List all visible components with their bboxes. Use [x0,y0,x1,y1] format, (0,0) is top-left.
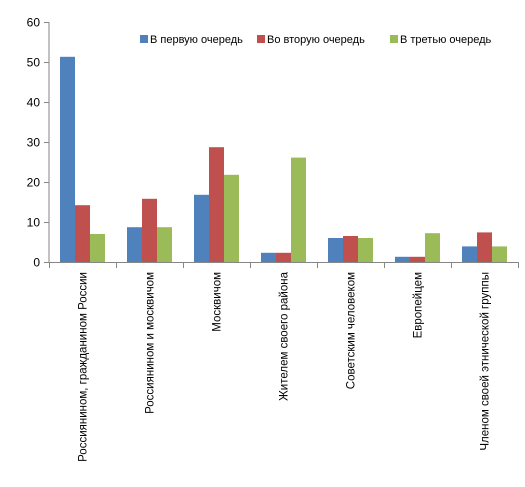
bar [358,238,373,262]
x-category-label: Россиянином, гражданином России [78,272,90,462]
x-category-label: Россиянином и москвичом [145,272,157,414]
bar [276,252,291,262]
bar [291,157,306,262]
bar [410,256,425,262]
bar [127,227,142,262]
bar [142,198,157,262]
bar [90,234,105,262]
y-tick-label: 20 [27,176,41,190]
x-category-label: Членом своей этнической группы [480,272,492,451]
legend-label: В третью очередь [400,34,492,46]
x-category-label: Жителем своего района [279,271,291,400]
y-tick-label: 30 [27,136,41,150]
y-tick-label: 60 [27,16,41,30]
x-category-label: Европейцем [413,272,425,338]
legend-label: В первую очередь [150,34,243,46]
bar [492,246,507,262]
bar [343,236,358,262]
x-axis: Россиянином, гражданином России Россиянин… [49,262,519,462]
y-axis: 0 10 20 30 40 50 60 [27,16,50,270]
legend-swatch [390,35,398,43]
bar [209,147,224,262]
bar [261,252,276,262]
bar [60,56,75,262]
bar [395,256,410,262]
y-tick-label: 50 [27,56,41,70]
y-tick-label: 0 [33,256,40,270]
bar [194,194,209,262]
legend: В первую очередь Во вторую очередь В треть… [140,34,492,46]
legend-swatch [257,35,265,43]
bar [425,233,440,262]
bar [75,205,90,262]
bar [477,232,492,262]
bar [462,246,477,262]
y-tick-label: 10 [27,216,41,230]
y-tick-label: 40 [27,96,41,110]
bar [157,227,172,262]
x-category-label: Советским человеком [346,272,358,389]
legend-label: Во вторую очередь [267,34,365,46]
bar [224,174,239,262]
legend-swatch [140,35,148,43]
x-category-label: Москвичом [212,272,224,332]
bar [328,238,343,262]
bars [60,56,507,262]
